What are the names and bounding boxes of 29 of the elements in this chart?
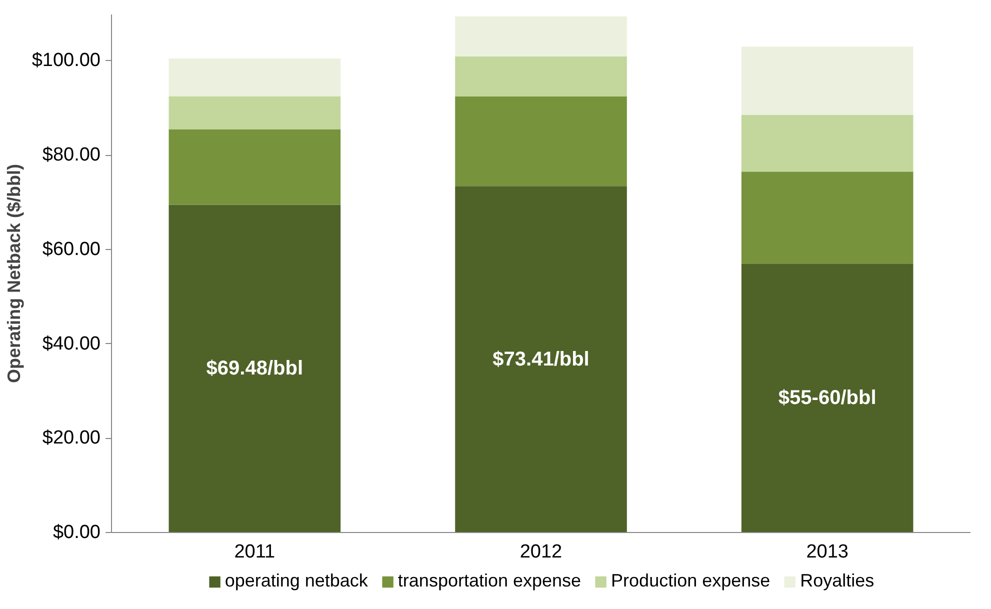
- legend-label: transportation expense: [398, 570, 582, 592]
- data-label: $69.48/bbl: [206, 358, 304, 380]
- data-label: $73.41/bbl: [492, 348, 590, 370]
- bar: [741, 172, 914, 264]
- bar: [168, 58, 341, 96]
- y-tick-label: $40.00: [42, 333, 101, 354]
- legend-label: Royalties: [800, 570, 874, 592]
- bar: [168, 129, 341, 205]
- bar: [455, 186, 627, 532]
- legend-label: operating netback: [224, 570, 368, 592]
- bar: [455, 16, 627, 56]
- x-tick-label: 2013: [806, 542, 848, 562]
- y-tick-label: $80.00: [42, 144, 101, 166]
- legend-label: Production expense: [611, 570, 770, 592]
- x-tick-label: 2011: [234, 542, 276, 562]
- bar: [741, 46, 914, 115]
- y-tick-label: $100.00: [32, 50, 101, 72]
- x-tick-label: 2012: [520, 542, 562, 562]
- y-tick-label: $60.00: [42, 238, 101, 260]
- y-axis-title: Operating Netback ($/bbl): [4, 164, 24, 384]
- bar: [455, 56, 627, 97]
- bar: [741, 114, 914, 172]
- bar: [741, 264, 914, 532]
- bar: [168, 204, 341, 532]
- bar: [455, 96, 627, 186]
- y-tick-label: $20.00: [42, 428, 101, 449]
- data-label: $55-60/bbl: [778, 387, 876, 410]
- bar: [168, 96, 341, 130]
- y-tick-label: $0.00: [52, 522, 100, 543]
